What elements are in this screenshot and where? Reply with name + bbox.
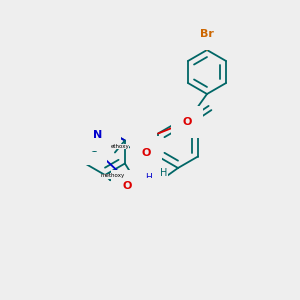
Text: ethoxy: ethoxy — [111, 144, 130, 149]
Text: methoxy: methoxy — [101, 173, 125, 178]
Text: N: N — [94, 130, 103, 140]
Text: H: H — [160, 168, 168, 178]
Text: O: O — [122, 181, 132, 191]
Text: N: N — [134, 189, 142, 199]
Text: O: O — [141, 148, 151, 158]
Text: N: N — [146, 183, 154, 193]
Text: C: C — [89, 145, 97, 154]
Text: N: N — [100, 123, 109, 133]
Text: Br: Br — [200, 29, 214, 39]
Text: H: H — [158, 178, 164, 187]
Text: H: H — [145, 173, 152, 182]
Text: O: O — [182, 117, 192, 127]
